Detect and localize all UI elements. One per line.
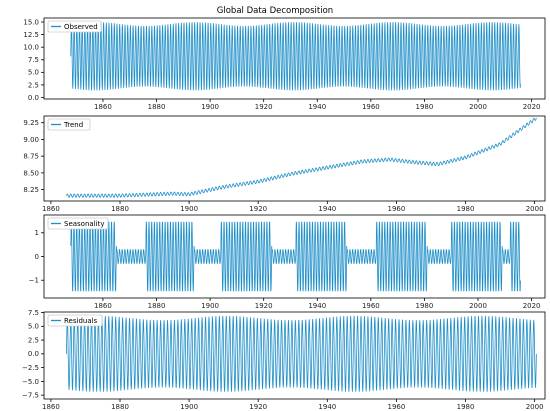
- x-tick-label: 1920: [249, 403, 267, 411]
- y-tick-label: 15.0: [23, 18, 39, 26]
- y-tick-label: 7.5: [28, 309, 39, 317]
- x-tick-label: 2000: [469, 302, 487, 310]
- y-tick-label: 0.0: [28, 350, 39, 358]
- y-tick-label: 2.5: [28, 81, 39, 89]
- subplots: 1860 1880 1900 1920 1940 1960 1980 2000 2020 0.0 2…: [22, 17, 546, 411]
- x-tick-label: 1980: [457, 205, 475, 213]
- x-tick-label: 1920: [255, 302, 273, 310]
- y-tick-label: 8.25: [23, 186, 39, 194]
- y-tick-label: 7.5: [28, 56, 39, 64]
- x-tick-label: 1940: [308, 302, 326, 310]
- legend-label: Residuals: [64, 317, 98, 325]
- x-tick-label: 1960: [362, 302, 380, 310]
- y-tick-label: −5.0: [22, 378, 39, 386]
- x-tick-label: 1860: [42, 205, 60, 213]
- x-tick-label: 1880: [111, 205, 129, 213]
- series-line-residuals: [66, 315, 537, 392]
- x-tick-label: 1960: [388, 403, 406, 411]
- y-tick-label: 10.0: [23, 44, 39, 52]
- x-tick-label: 1980: [416, 302, 434, 310]
- x-tick-label: 1940: [318, 205, 336, 213]
- x-tick-label: 1900: [201, 103, 219, 111]
- y-tick-label: −2.5: [22, 364, 39, 372]
- y-tick-label: 5.0: [28, 69, 39, 77]
- y-tick-label: −7.5: [22, 392, 39, 400]
- y-tick-label: 9.25: [23, 119, 39, 127]
- x-tick-label: 1960: [362, 103, 380, 111]
- subplot-trend: 1860 1880 1900 1920 1940 1960 1980 2000 8.25 8.50…: [23, 115, 546, 213]
- x-tick-label: 1860: [42, 403, 60, 411]
- subplot-residuals: 1860 1880 1900 1920 1940 1960 1980 2000 −7.5 −5.0…: [22, 309, 546, 411]
- x-tick-label: 2020: [523, 103, 541, 111]
- x-tick-label: 1980: [457, 403, 475, 411]
- legend: Seasonality: [47, 217, 109, 230]
- x-tick-label: 1900: [180, 205, 198, 213]
- x-tick-label: 1920: [249, 205, 267, 213]
- series-line-observed: [70, 22, 521, 91]
- y-tick-label: 8.75: [23, 153, 39, 161]
- x-tick-label: 1880: [148, 103, 166, 111]
- legend: Observed: [47, 20, 102, 33]
- y-tick-label: 12.5: [23, 31, 39, 39]
- legend-label: Seasonality: [64, 220, 104, 228]
- legend-frame: [47, 20, 102, 33]
- x-tick-label: 1900: [201, 302, 219, 310]
- x-tick-label: 1860: [94, 302, 112, 310]
- y-tick-label: 1: [35, 229, 39, 237]
- x-tick-label: 2000: [526, 205, 544, 213]
- x-tick-label: 1920: [255, 103, 273, 111]
- x-tick-label: 1860: [94, 103, 112, 111]
- series-line-seasonality: [70, 221, 521, 292]
- subplot-observed: 1860 1880 1900 1920 1940 1960 1980 2000 2020 0.0 2…: [23, 17, 546, 111]
- x-tick-label: 1960: [388, 205, 406, 213]
- x-tick-label: 2000: [469, 103, 487, 111]
- x-tick-label: 1900: [180, 403, 198, 411]
- y-tick-label: 0: [35, 253, 39, 261]
- axes-frame: [43, 311, 546, 400]
- x-tick-label: 2000: [526, 403, 544, 411]
- x-tick-label: 1940: [318, 403, 336, 411]
- axes-frame: [43, 115, 546, 202]
- x-tick-label: 1880: [111, 403, 129, 411]
- x-tick-label: 2020: [523, 302, 541, 310]
- y-tick-label: 2.5: [28, 336, 39, 344]
- x-tick-label: 1980: [416, 103, 434, 111]
- legend-frame: [47, 314, 103, 327]
- figure-title: Global Data Decomposition: [217, 6, 333, 16]
- y-tick-label: 9.00: [23, 136, 39, 144]
- legend-frame: [47, 217, 109, 230]
- axes-frame: [43, 17, 546, 100]
- legend: Residuals: [47, 314, 103, 327]
- subplot-seasonality: 1860 1880 1900 1920 1940 1960 1980 2000 2020 −1 0 1…: [29, 214, 546, 310]
- x-tick-label: 1880: [148, 302, 166, 310]
- y-tick-label: 0.0: [28, 94, 39, 102]
- series-line-trend: [66, 117, 537, 198]
- legend-label: Observed: [64, 23, 98, 31]
- legend: Trend: [47, 118, 91, 131]
- y-tick-label: 8.50: [23, 169, 39, 177]
- x-tick-label: 1940: [308, 103, 326, 111]
- y-tick-label: −1: [29, 277, 39, 285]
- legend-label: Trend: [63, 121, 83, 129]
- legend-frame: [47, 118, 91, 131]
- y-tick-label: 5.0: [28, 323, 39, 331]
